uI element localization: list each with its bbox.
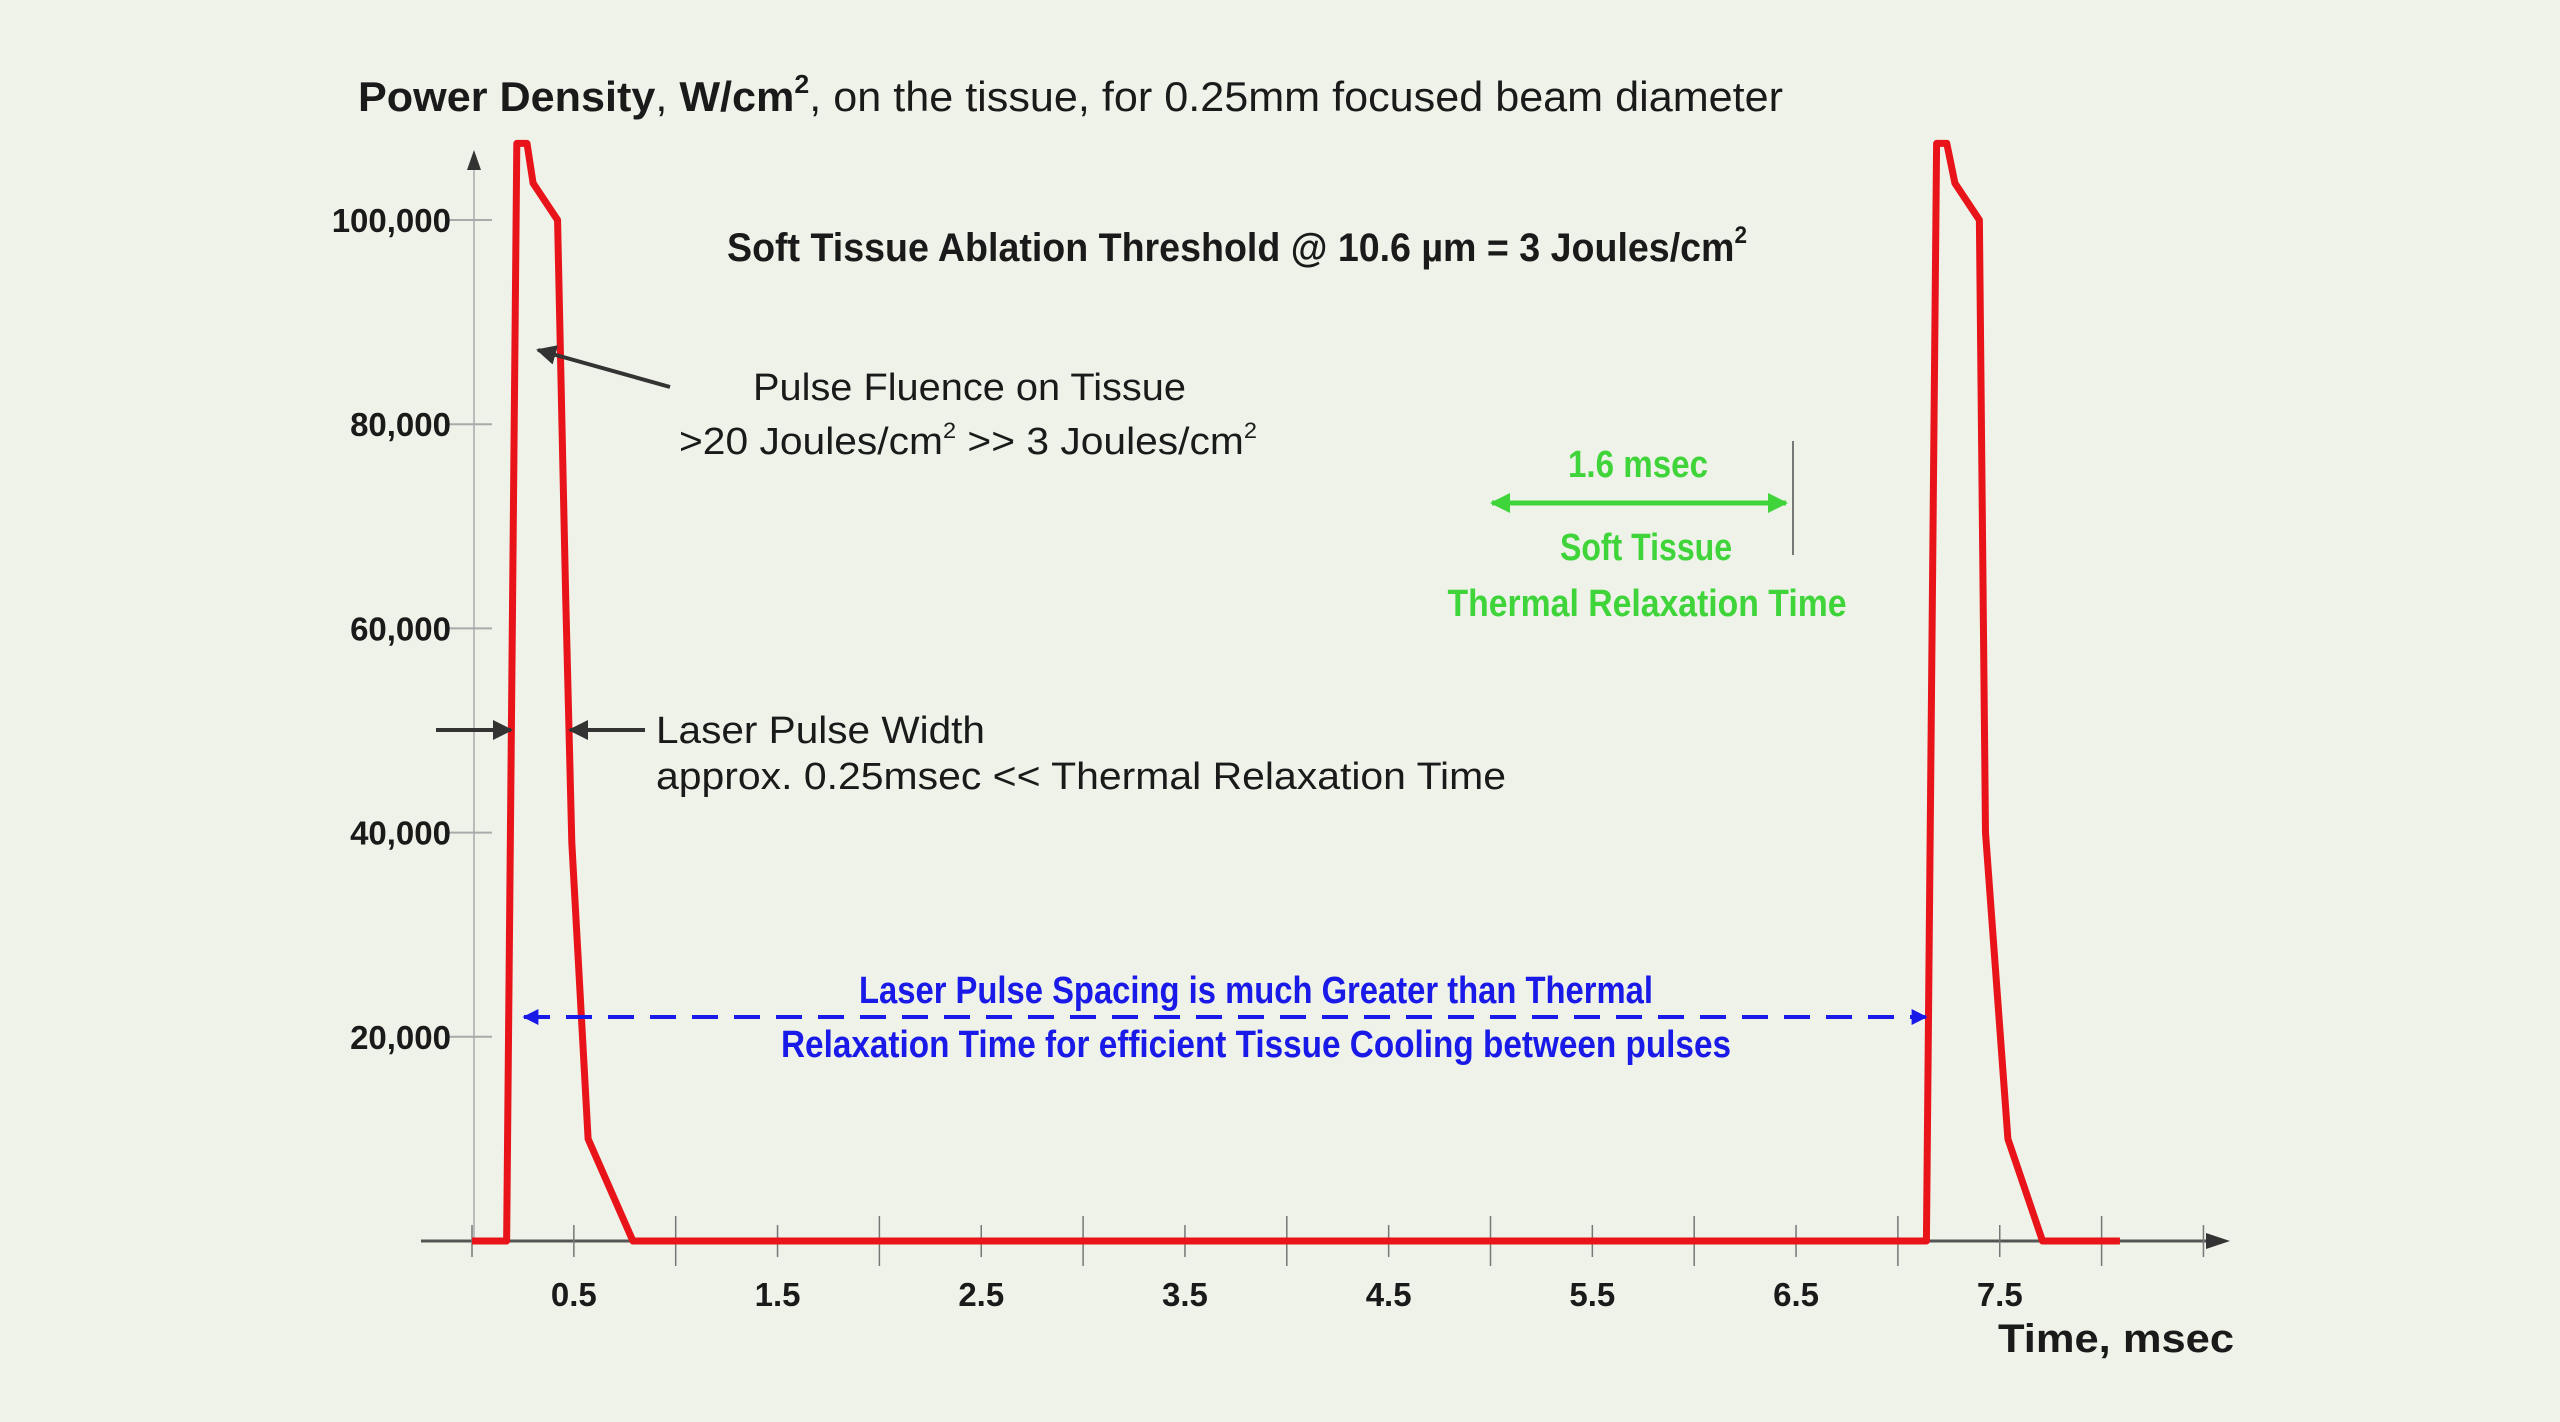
fluence-part: >20 Joules/cm xyxy=(679,421,943,463)
y-tick-label: 20,000 xyxy=(350,1019,451,1056)
x-tick-label: 4.5 xyxy=(1366,1276,1412,1313)
title-part: W/cm xyxy=(679,73,794,120)
fluence-arrow xyxy=(536,345,671,389)
x-tick-label: 0.5 xyxy=(551,1276,597,1313)
x-tick-label: 2.5 xyxy=(958,1276,1004,1313)
fluence-line2: >20 Joules/cm 2 >> 3 Joules/cm 2 xyxy=(679,418,1257,463)
y-tick-label: 40,000 xyxy=(350,815,451,852)
title-part: Power Density xyxy=(358,73,656,120)
title-sup: 2 xyxy=(794,69,809,99)
y-tick-label: 80,000 xyxy=(350,406,451,443)
x-axis-label: Time, msec xyxy=(1998,1317,2234,1361)
x-tick-label: 3.5 xyxy=(1162,1276,1208,1313)
ticks: 0.5 1.5 2.5 3.5 4.5 5.5 6.5 7.5 20,000 40,000 60,0… xyxy=(332,202,2205,1313)
y-tick-label: 60,000 xyxy=(350,610,451,647)
x-axis-arrow-icon xyxy=(2206,1233,2230,1249)
x-tick-label: 7.5 xyxy=(1977,1276,2023,1313)
fluence-sup: 2 xyxy=(943,418,956,443)
fluence-sup: 2 xyxy=(1244,418,1257,443)
relaxation-line2: Thermal Relaxation Time xyxy=(1448,583,1847,625)
pulse-width-line1: Laser Pulse Width xyxy=(656,710,985,752)
title-part: , on the tissue, for 0.25mm focused beam… xyxy=(809,73,1783,120)
series-line xyxy=(472,139,2120,1245)
title-part: , xyxy=(655,73,679,120)
spacing-line1: Laser Pulse Spacing is much Greater than… xyxy=(859,970,1653,1012)
threshold-sup: 2 xyxy=(1734,222,1747,249)
threshold-text: Soft Tissue Ablation Threshold @ 10.6 µm… xyxy=(727,226,1734,270)
x-tick-label: 6.5 xyxy=(1773,1276,1819,1313)
chart-title: Power Density, W/cm 2, on the tissue, for… xyxy=(358,69,1783,120)
spacing-line2: Relaxation Time for efficient Tissue Coo… xyxy=(781,1024,1731,1066)
relaxation-line1: Soft Tissue xyxy=(1560,527,1732,569)
pulse-width-line2: approx. 0.25msec << Thermal Relaxation T… xyxy=(656,756,1506,798)
relaxation-value: 1.6 msec xyxy=(1568,444,1708,486)
fluence-line1: Pulse Fluence on Tissue xyxy=(753,367,1186,409)
y-tick-label: 100,000 xyxy=(332,202,451,239)
x-tick-label: 1.5 xyxy=(755,1276,801,1313)
threshold-annotation: Soft Tissue Ablation Threshold @ 10.6 µm… xyxy=(727,222,1747,270)
x-tick-label: 5.5 xyxy=(1569,1276,1615,1313)
fluence-part: >> 3 Joules/cm xyxy=(956,421,1244,463)
y-axis-arrow-icon xyxy=(467,150,481,170)
